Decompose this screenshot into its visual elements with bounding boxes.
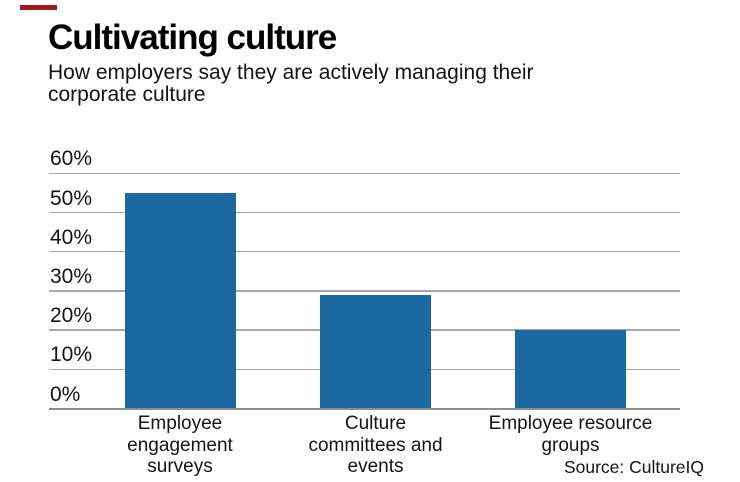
y-tick-label: 20% xyxy=(50,304,93,328)
y-tick-label: 50% xyxy=(50,186,93,210)
gridline xyxy=(49,290,680,292)
gridline xyxy=(49,172,680,175)
brand-dash-icon xyxy=(20,5,57,10)
category-label: Employee engagement surveys xyxy=(127,413,233,477)
chart-subtitle: How employers say they are actively mana… xyxy=(48,61,534,106)
bar xyxy=(124,192,236,409)
y-tick-label: 10% xyxy=(50,343,93,367)
category-label: Culture committees and events xyxy=(308,413,443,477)
y-tick-label: 30% xyxy=(50,264,93,288)
y-tick-label: 0% xyxy=(50,382,81,406)
y-tick-label: 40% xyxy=(50,225,93,249)
category-label: Employee resource groups xyxy=(488,413,653,456)
source-credit: Source: CultureIQ xyxy=(563,457,704,477)
x-axis-line xyxy=(49,407,680,410)
gridline xyxy=(49,250,680,253)
bar xyxy=(320,294,431,409)
bar xyxy=(515,330,626,409)
gridline xyxy=(49,211,680,214)
chart-title: Cultivating culture xyxy=(48,18,337,57)
y-tick-label: 60% xyxy=(50,147,93,171)
